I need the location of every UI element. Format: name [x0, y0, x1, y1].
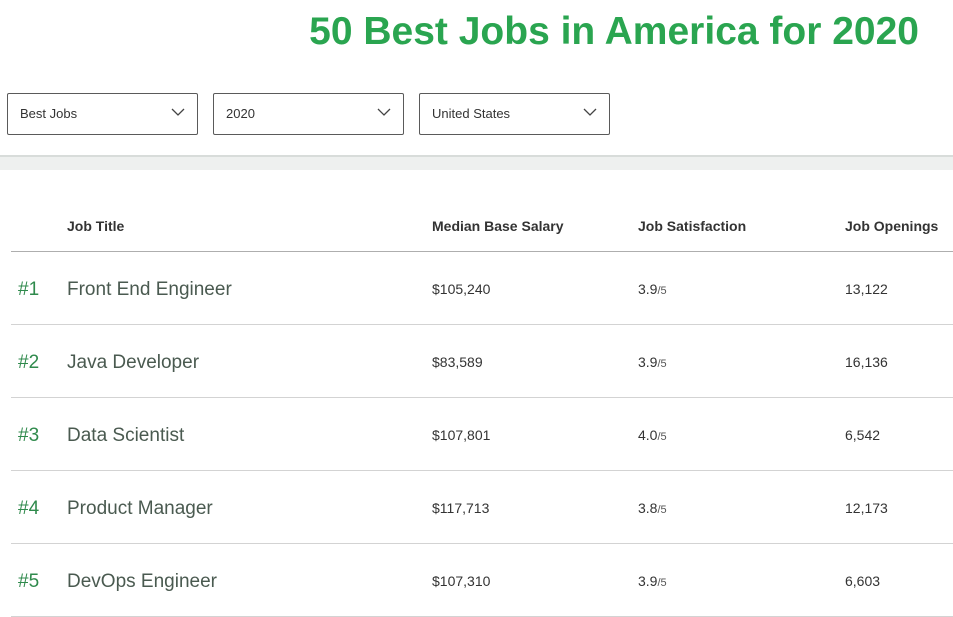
header-job-openings: Job Openings [845, 218, 939, 234]
table-row: #1 Front End Engineer $105,240 3.9/5 13,… [11, 252, 953, 325]
job-satisfaction: 3.9/5 [638, 354, 667, 370]
satisfaction-scale: /5 [657, 504, 667, 516]
header-job-title: Job Title [67, 218, 125, 234]
job-title-link[interactable]: DevOps Engineer [67, 571, 217, 592]
table-row: #5 DevOps Engineer $107,310 3.9/5 6,603 [11, 544, 953, 617]
satisfaction-score: 3.8 [638, 500, 658, 516]
country-value: United States [432, 106, 511, 121]
job-satisfaction: 3.9/5 [638, 573, 667, 589]
job-salary: $107,801 [432, 427, 491, 443]
list-type-dropdown[interactable]: Best Jobs [7, 93, 198, 135]
satisfaction-scale: /5 [657, 285, 667, 297]
header-job-satisfaction: Job Satisfaction [638, 218, 747, 234]
job-satisfaction: 3.8/5 [638, 500, 667, 516]
job-rank: #3 [18, 425, 40, 446]
table-header: Job Title Median Base Salary Job Satisfa… [11, 170, 953, 252]
satisfaction-score: 3.9 [638, 573, 658, 589]
job-title-link[interactable]: Data Scientist [67, 425, 185, 446]
jobs-table: Job Title Median Base Salary Job Satisfa… [11, 170, 953, 617]
job-openings: 13,122 [845, 281, 888, 297]
table-row: #4 Product Manager $117,713 3.8/5 12,173 [11, 471, 953, 544]
job-salary: $117,713 [432, 500, 490, 516]
job-rank: #2 [18, 352, 40, 373]
job-satisfaction: 3.9/5 [638, 281, 667, 297]
header-median-base-salary: Median Base Salary [432, 218, 564, 234]
country-dropdown[interactable]: United States [419, 93, 610, 135]
job-title-link[interactable]: Java Developer [67, 352, 200, 373]
list-type-value: Best Jobs [20, 106, 78, 121]
job-title-link[interactable]: Front End Engineer [67, 279, 232, 300]
job-openings: 6,603 [845, 573, 881, 589]
job-rank: #1 [18, 279, 40, 300]
job-salary: $83,589 [432, 354, 483, 370]
job-salary: $107,310 [432, 573, 491, 589]
job-openings: 6,542 [845, 427, 881, 443]
job-openings: 12,173 [845, 500, 888, 516]
year-value: 2020 [226, 106, 255, 121]
table-row: #2 Java Developer $83,589 3.9/5 16,136 [11, 325, 953, 398]
chevron-down-icon [171, 108, 185, 116]
satisfaction-score: 3.9 [638, 281, 658, 297]
satisfaction-scale: /5 [657, 431, 667, 443]
job-rank: #4 [18, 498, 40, 519]
job-satisfaction: 4.0/5 [638, 427, 667, 443]
chevron-down-icon [583, 108, 597, 116]
satisfaction-scale: /5 [657, 577, 667, 589]
job-openings: 16,136 [845, 354, 888, 370]
section-divider [0, 155, 953, 170]
satisfaction-scale: /5 [657, 358, 667, 370]
satisfaction-score: 4.0 [638, 427, 658, 443]
year-dropdown[interactable]: 2020 [213, 93, 404, 135]
job-salary: $105,240 [432, 281, 491, 297]
table-row: #3 Data Scientist $107,801 4.0/5 6,542 [11, 398, 953, 471]
page-title: 50 Best Jobs in America for 2020 [309, 10, 919, 53]
satisfaction-score: 3.9 [638, 354, 658, 370]
job-rank: #5 [18, 571, 40, 592]
job-title-link[interactable]: Product Manager [67, 498, 213, 519]
chevron-down-icon [377, 108, 391, 116]
